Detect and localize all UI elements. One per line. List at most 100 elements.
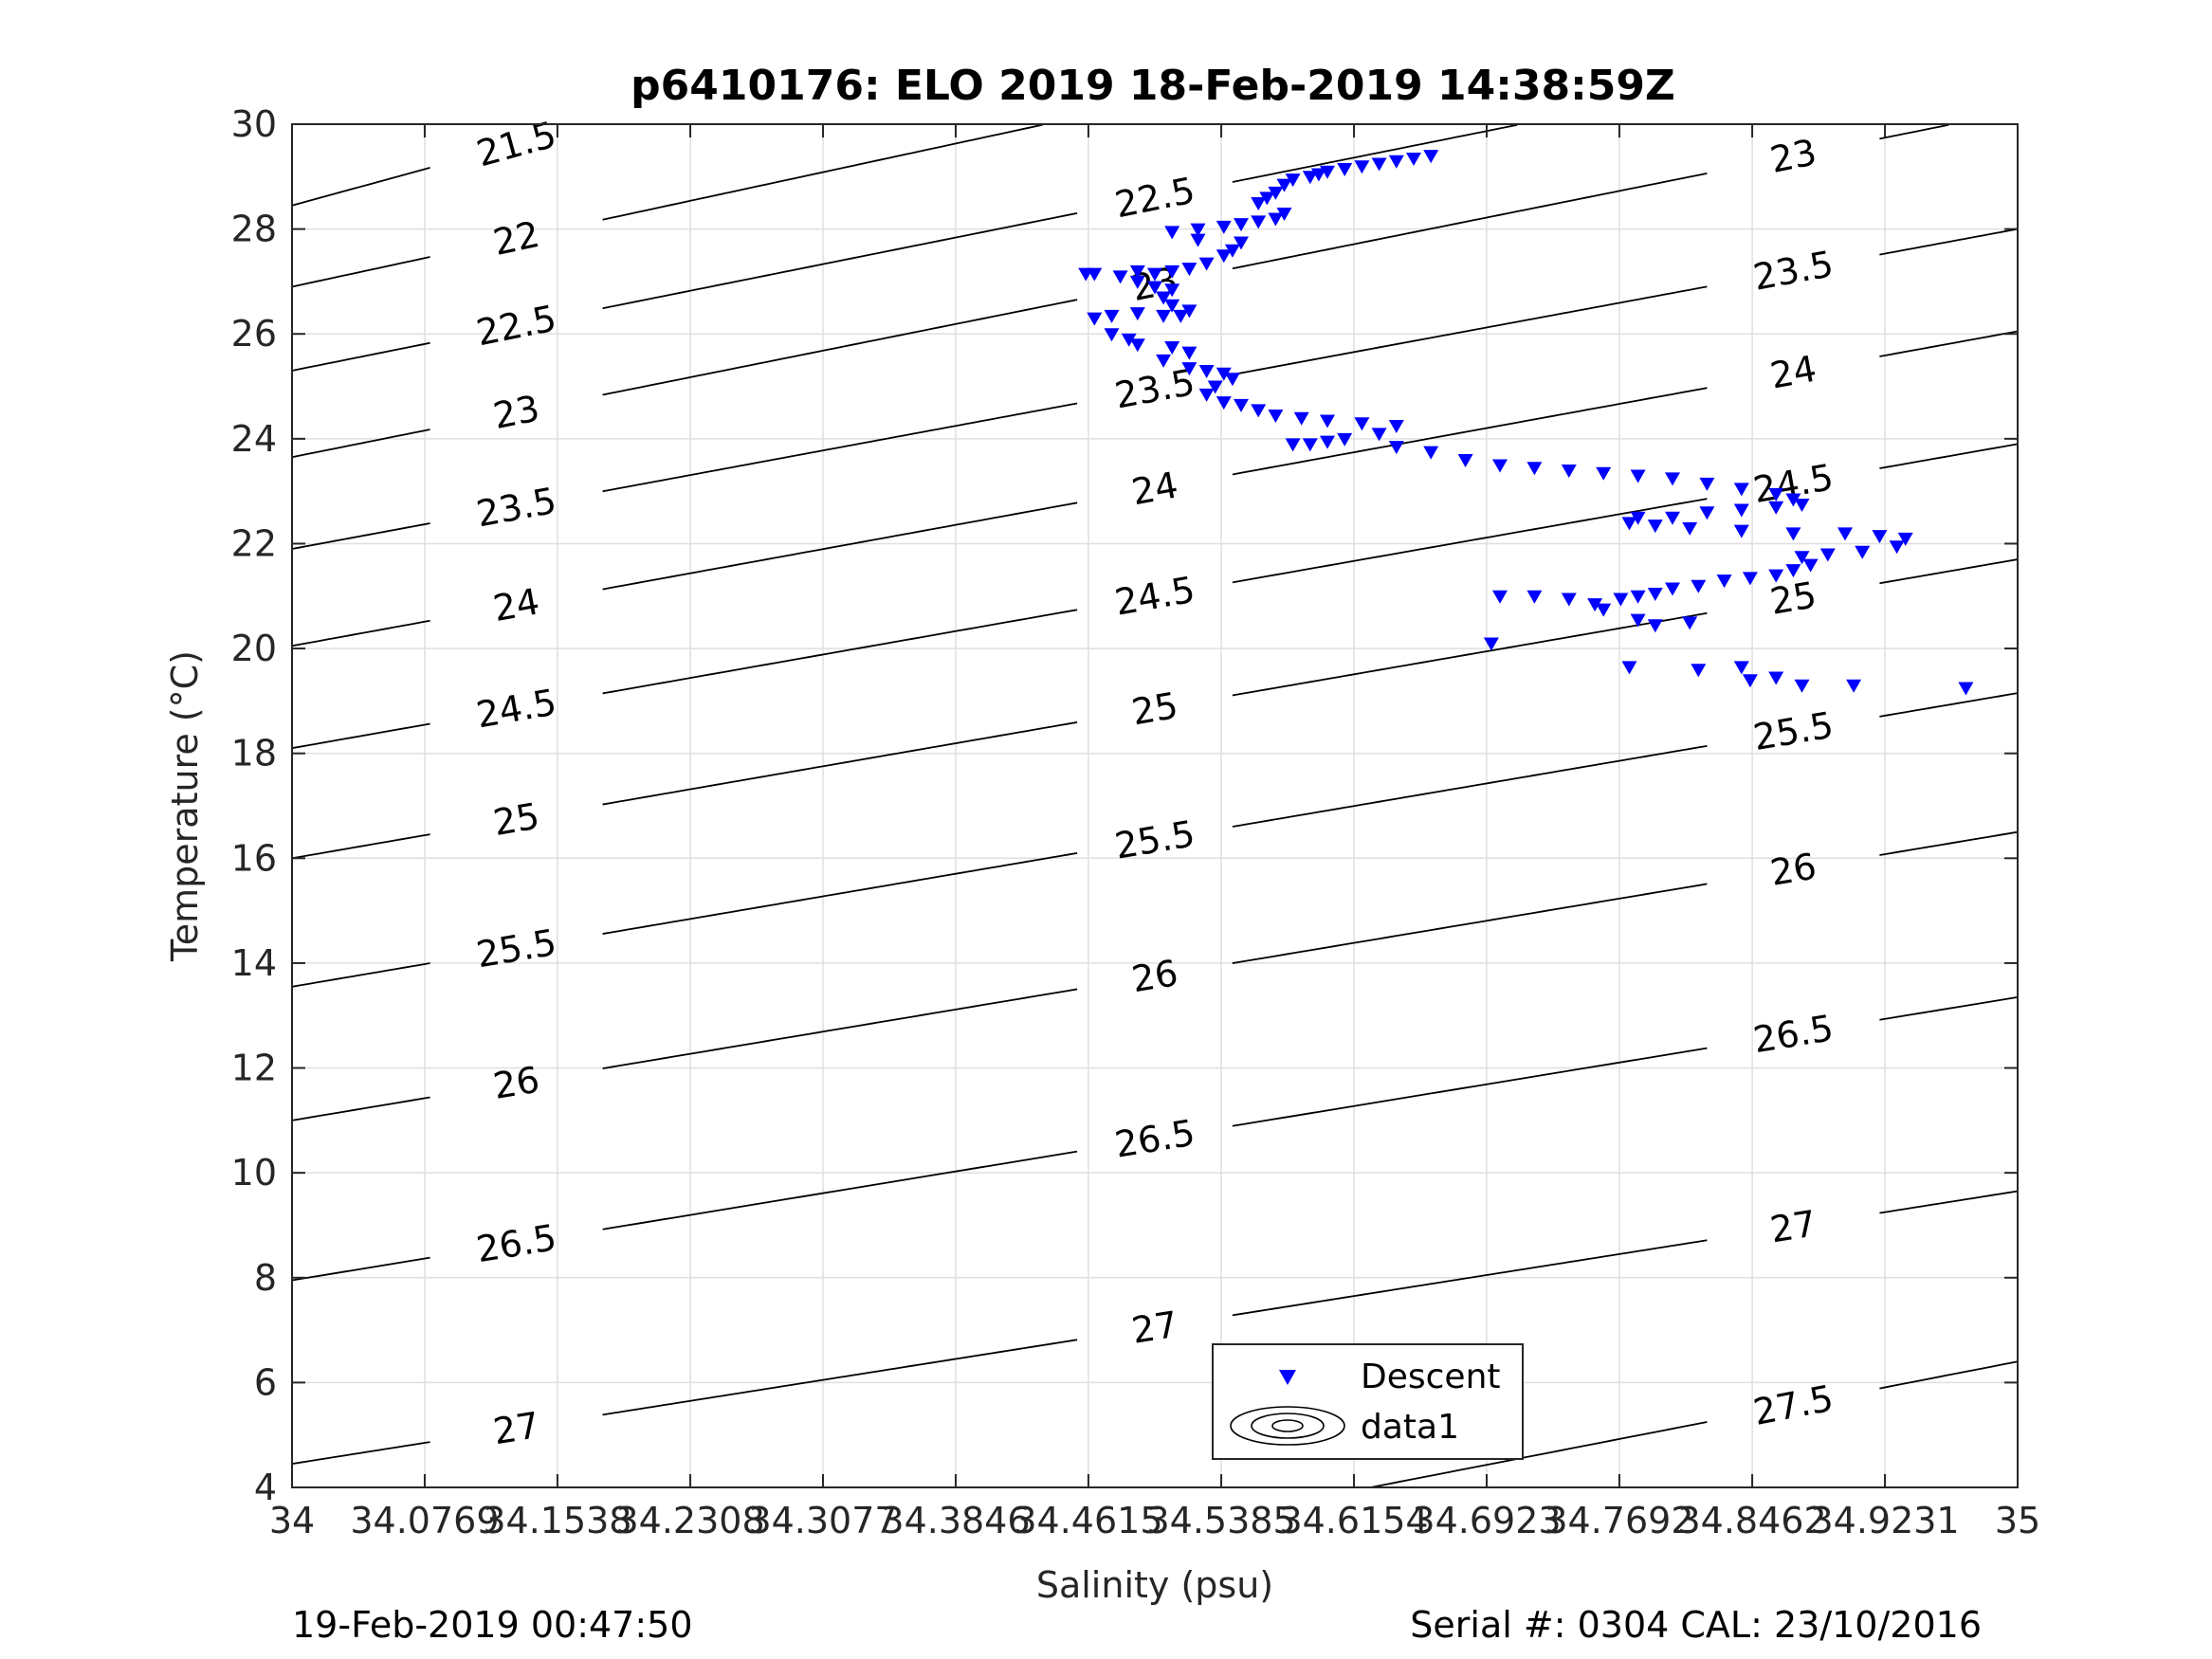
descent-point [1665, 582, 1680, 596]
descent-point [1699, 477, 1715, 491]
contour-segment [1232, 883, 1708, 964]
descent-point [1483, 637, 1499, 651]
descent-point [1337, 432, 1353, 447]
descent-point [1621, 661, 1637, 675]
contour-segment [602, 1339, 1078, 1416]
descent-point [1251, 215, 1267, 229]
descent-point [1742, 572, 1758, 586]
descent-point [1129, 264, 1145, 279]
x-tick-label: 34.4615 [1014, 1500, 1162, 1541]
descent-point [1190, 233, 1206, 247]
descent-point [1802, 558, 1819, 573]
contour-segment [291, 341, 430, 372]
contour-label: 26 [1767, 846, 1819, 894]
descent-point [1147, 267, 1162, 282]
descent-point [1302, 438, 1318, 452]
descent-point [1129, 307, 1145, 321]
contour-segment [1232, 387, 1708, 476]
descent-point [1526, 590, 1543, 604]
y-tick-label: 26 [231, 313, 277, 355]
x-tick-label: 34.1538 [483, 1500, 631, 1541]
contour-segment [1232, 744, 1708, 828]
descent-point [1234, 218, 1249, 232]
contour-segment [1879, 443, 2019, 469]
contour-segment [1232, 1047, 1708, 1127]
contour-segment [1879, 228, 2019, 256]
legend-descent-label: Descent [1361, 1358, 1501, 1396]
descent-point [1181, 263, 1197, 277]
contour-segment [291, 833, 430, 860]
descent-point [1768, 487, 1784, 501]
descent-point [1234, 398, 1249, 412]
descent-point [1388, 420, 1404, 434]
contour-label: 24 [1128, 464, 1180, 513]
contour-segment [1232, 172, 1708, 270]
descent-point [1164, 264, 1180, 279]
descent-point [1526, 462, 1543, 476]
descent-point [1733, 483, 1749, 497]
descent-point [1371, 157, 1387, 172]
descent-point [1768, 569, 1784, 583]
legend-descent-marker [1279, 1370, 1296, 1385]
contour-segment [1232, 611, 1708, 697]
x-tick-label: 34.5385 [1146, 1500, 1295, 1541]
y-tick-label: 28 [231, 209, 277, 250]
contour-segment [291, 1441, 430, 1466]
descent-point [1492, 459, 1508, 473]
grid-lines [291, 123, 2019, 1488]
contour-segment [291, 962, 430, 988]
contour-segment [291, 1256, 430, 1282]
contour-segment [602, 211, 1078, 310]
descent-point [1958, 682, 1974, 696]
descent-point [1224, 373, 1240, 387]
descent-point [1164, 226, 1180, 240]
y-tick-label: 16 [231, 837, 277, 879]
descent-point [1320, 414, 1335, 428]
contour-segment [291, 1096, 430, 1121]
y-tick-label: 4 [254, 1467, 277, 1508]
plot-area [292, 124, 2018, 1487]
contour-segment [291, 722, 430, 750]
descent-point [1251, 404, 1267, 418]
descent-series [1078, 150, 1974, 696]
descent-point [1647, 520, 1663, 534]
descent-point [1733, 503, 1749, 518]
descent-point [1794, 551, 1810, 565]
contour-segment [1879, 558, 2019, 585]
descent-point [1794, 498, 1810, 512]
contour-segment [1879, 1190, 2019, 1214]
descent-point [1406, 152, 1421, 166]
descent-point [1587, 598, 1603, 612]
x-tick-label: 34.2308 [615, 1500, 764, 1541]
descent-point [1129, 338, 1145, 353]
contour-segment [291, 256, 430, 288]
descent-point [1156, 309, 1172, 323]
descent-point [1682, 521, 1698, 536]
descent-point [1104, 309, 1120, 323]
descent-point [1371, 428, 1387, 442]
descent-point [1846, 679, 1862, 693]
y-tick-label: 10 [231, 1152, 277, 1194]
descent-point [1872, 530, 1888, 544]
descent-point [1234, 236, 1249, 250]
contour-segment [1879, 692, 2019, 718]
contour-line: 26 26 26 [291, 830, 2019, 1121]
contour-label: 27 [490, 1404, 542, 1452]
legend-contour-icon [1230, 1406, 1345, 1446]
descent-point [1699, 506, 1715, 520]
descent-point [1691, 664, 1707, 678]
descent-point [1785, 564, 1801, 578]
descent-point [1216, 396, 1232, 410]
footer-timestamp: 19-Feb-2019 00:47:50 [292, 1604, 693, 1646]
contour-segment [1370, 1421, 1708, 1488]
contour-segment [602, 402, 1078, 493]
descent-point [1164, 283, 1180, 298]
descent-point [1630, 613, 1646, 628]
descent-point [1320, 435, 1335, 449]
contour-segment [602, 501, 1078, 591]
descent-point [1785, 493, 1801, 507]
descent-point [1147, 281, 1162, 295]
y-tick-label: 20 [231, 628, 277, 669]
descent-point [1733, 661, 1749, 675]
x-tick-label: 34.8462 [1678, 1500, 1827, 1541]
